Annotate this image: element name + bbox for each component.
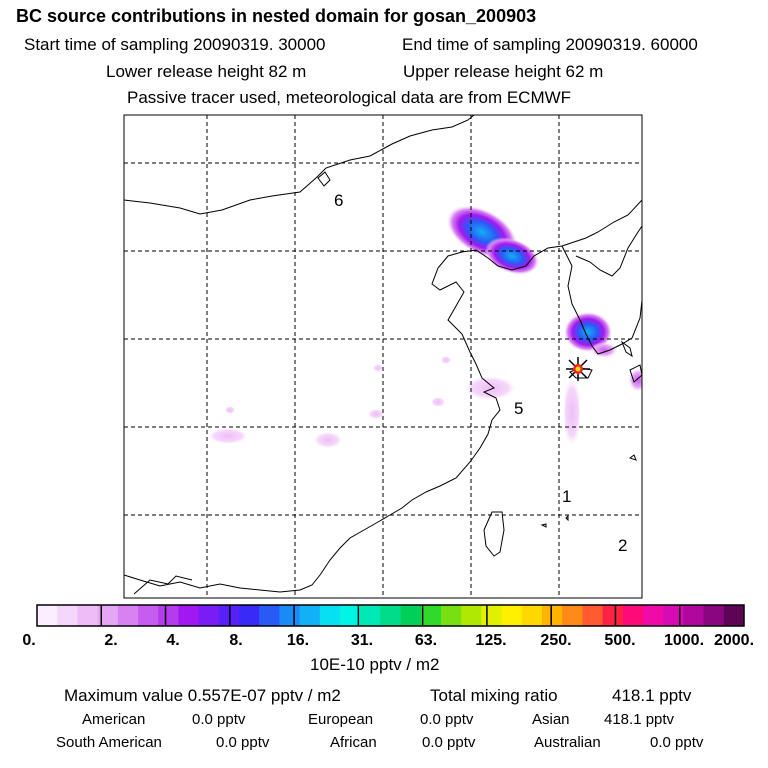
colorbar-tick-label: 63. [414,632,438,649]
colorbar-cell [461,605,482,626]
region-label-6: 6 [334,191,343,210]
colorbar-tick-label: 250. [540,632,572,649]
colorbar-cell [299,605,321,626]
colorbar-ticks [100,605,681,626]
african-label: African [330,734,377,751]
colorbar-cell [602,605,624,626]
colorbar-tick-label: 1000. [663,632,705,649]
start-time-label: Start time of sampling 20090319. 30000 [24,35,326,54]
colorbar-cell [340,605,361,626]
colorbar-cell [683,605,705,626]
colorbar-tick-label: 125. [475,632,507,649]
american-value: 0.0 pptv [192,711,246,728]
colorbar-tick-label: 16. [286,632,310,649]
upper-release-label: Upper release height 62 m [403,62,604,81]
colorbar-cell [441,605,462,626]
colorbar-tick-label: 8. [229,632,243,649]
total-mixing-label: Total mixing ratio [430,686,558,705]
asian-label: Asian [532,711,570,728]
colorbar-cell [380,605,402,626]
plot-title: BC source contributions in nested domain… [16,6,537,26]
colorbar-cell [501,605,523,626]
colorbar-cell [481,605,503,626]
colorbar-cell [279,605,301,626]
colorbar-cell [643,605,664,626]
colorbar-cell [117,605,139,626]
colorbar-tick-label: 4. [166,632,180,649]
south-american-value: 0.0 pptv [216,734,270,751]
colorbar-cell [97,605,119,626]
region-label-1: 1 [562,487,571,506]
colorbar-cells [37,605,745,626]
colorbar-cell [178,605,200,626]
map-frame [123,114,643,599]
australian-value: 0.0 pptv [650,734,704,751]
colorbar-cell [542,605,563,626]
total-mixing-value: 418.1 pptv [612,686,692,705]
south-american-label: South American [56,734,162,751]
colorbar-cell [420,605,442,626]
colorbar-cell [57,605,78,626]
colorbar-cell [562,605,583,626]
european-label: European [308,711,374,728]
colorbar-cell [239,605,260,626]
end-time-label: End time of sampling 20090319. 60000 [402,35,698,54]
max-value-label: Maximum value 0.557E-07 pptv / m2 [64,686,341,705]
colorbar-cell [158,605,179,626]
colorbar-cell [703,605,725,626]
colorbar-cell [198,605,220,626]
lat-lon-grid [124,115,642,598]
colorbar-tick-label: 2000. [713,632,755,649]
colorbar-tick-label: 500. [604,632,636,649]
colorbar-cell [77,605,99,626]
gosan-site-marker [566,357,590,381]
american-label: American [82,711,146,728]
coastlines [124,115,642,595]
colorbar-cell [400,605,422,626]
colorbar-tick-label: 0. [22,632,36,649]
colorbar-cell [622,605,644,626]
colorbar-cell [663,605,684,626]
asian-value: 418.1 pptv [604,711,675,728]
tracer-note: Passive tracer used, meteorological data… [127,88,572,107]
region-label-5: 5 [514,399,523,418]
colorbar-cell [360,605,381,626]
european-value: 0.0 pptv [420,711,474,728]
colorbar-cell [723,605,745,626]
colorbar-tick-label: 2. [104,632,118,649]
region-label-2: 2 [618,536,627,555]
concentration-plumes [208,205,642,448]
colorbar-cell [37,605,58,626]
australian-label: Australian [534,734,601,751]
colorbar-frame [36,604,745,627]
colorbar-cell [259,605,280,626]
colorbar-cell [138,605,159,626]
african-value: 0.0 pptv [422,734,476,751]
colorbar-unit: 10E-10 pptv / m2 [310,655,440,674]
colorbar-cell [319,605,341,626]
colorbar-tick-label: 31. [350,632,374,649]
colorbar-cell [521,605,543,626]
lower-release-label: Lower release height 82 m [106,62,307,81]
colorbar-cell [582,605,604,626]
